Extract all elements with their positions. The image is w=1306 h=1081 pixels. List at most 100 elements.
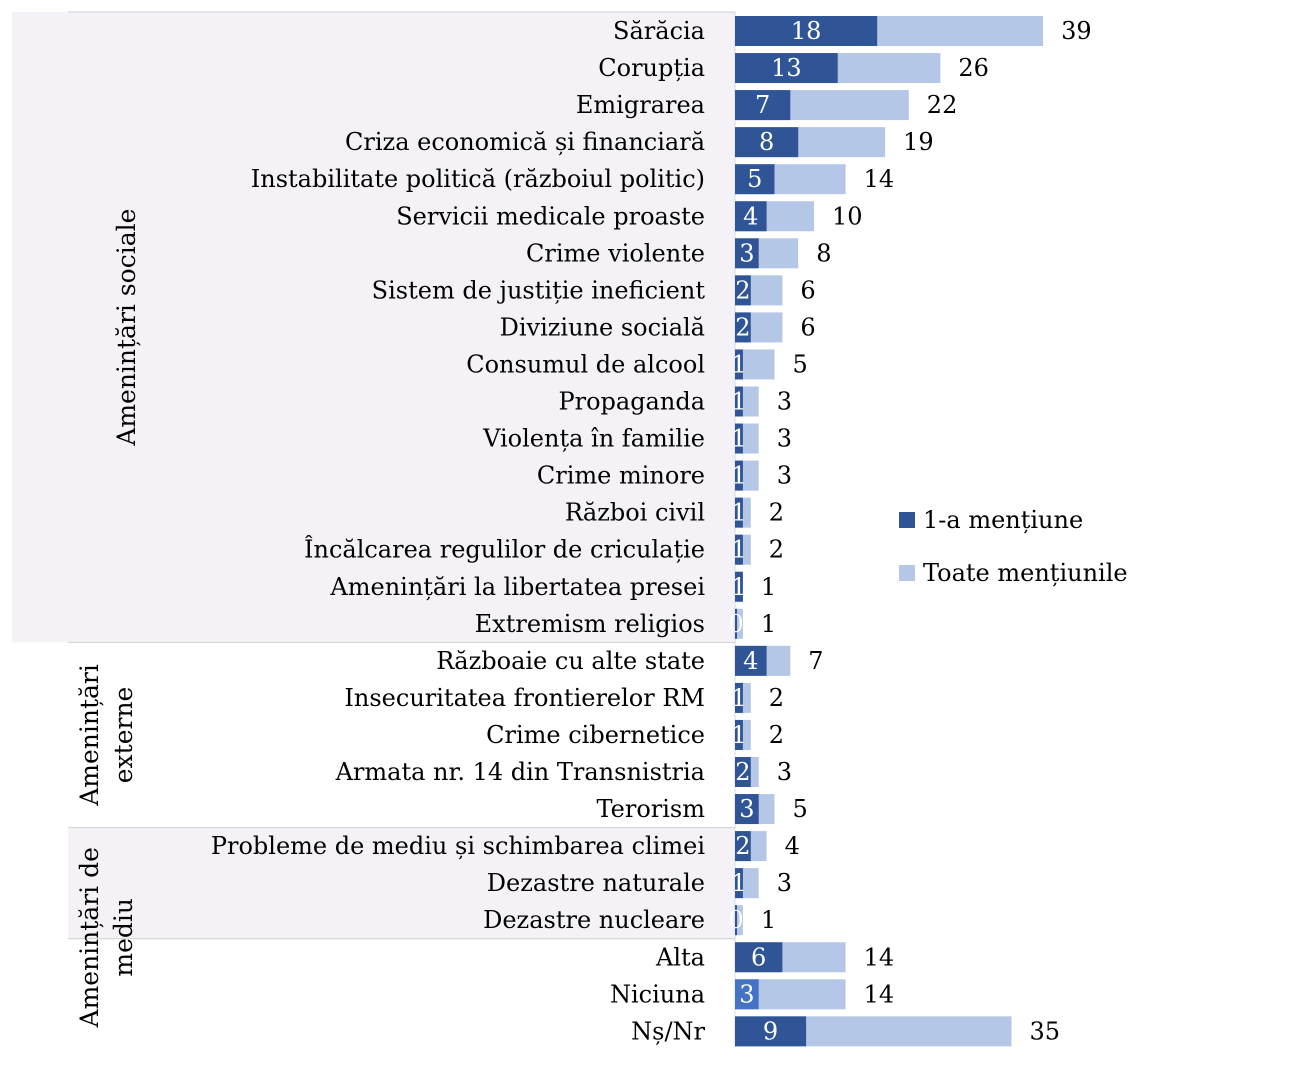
- first-mention-value: 3: [739, 980, 754, 1008]
- all-mentions-value: 1: [761, 906, 776, 934]
- first-mention-value: 7: [755, 91, 770, 119]
- all-mentions-value: 6: [800, 276, 815, 304]
- category-label: Extremism religios: [475, 610, 705, 638]
- all-mentions-value: 2: [769, 536, 784, 564]
- first-mention-value: 4: [743, 202, 758, 230]
- category-label: Consumul de alcool: [466, 350, 705, 378]
- legend-swatch: [899, 565, 915, 581]
- all-mentions-value: 14: [864, 980, 895, 1008]
- category-label: Crime cibernetice: [486, 721, 705, 749]
- bar-first-mention: [735, 682, 743, 713]
- all-mentions-value: 1: [761, 610, 776, 638]
- first-mention-value: 1: [731, 684, 746, 712]
- group-label: Amenințări externe: [75, 664, 138, 807]
- category-label: Instabilitate politică (războiul politic…: [251, 165, 705, 193]
- group-label: Amenințări sociale: [112, 209, 141, 447]
- all-mentions-value: 3: [777, 388, 792, 416]
- legend-swatch: [899, 512, 915, 528]
- category-label: Emigrarea: [576, 91, 705, 119]
- first-mention-value: 1: [731, 721, 746, 749]
- category-label: Corupția: [598, 54, 705, 82]
- all-mentions-value: 1: [761, 573, 776, 601]
- all-mentions-value: 2: [769, 721, 784, 749]
- category-label: Încălcarea regulilor de criculație: [304, 535, 705, 564]
- bar-first-mention: [735, 238, 759, 269]
- bar-first-mention: [735, 460, 743, 491]
- all-mentions-value: 3: [777, 869, 792, 897]
- bar-first-mention: [735, 794, 759, 825]
- bar-first-mention: [735, 164, 775, 195]
- all-mentions-value: 39: [1061, 17, 1092, 45]
- all-mentions-value: 6: [800, 313, 815, 341]
- bar-first-mention: [735, 53, 838, 84]
- all-mentions-value: 14: [864, 165, 895, 193]
- category-label: Diviziune socială: [500, 313, 705, 341]
- all-mentions-value: 14: [864, 943, 895, 971]
- first-mention-value: 1: [731, 536, 746, 564]
- first-mention-value: 8: [759, 128, 774, 156]
- bar-first-mention: [735, 868, 743, 899]
- category-label: Terorism: [597, 795, 706, 823]
- first-mention-value: 18: [791, 17, 822, 45]
- bar-first-mention: [735, 497, 743, 528]
- all-mentions-value: 7: [808, 647, 823, 675]
- category-label: Amenințări la libertatea presei: [329, 573, 705, 601]
- first-mention-value: 1: [731, 499, 746, 527]
- first-mention-value: 4: [743, 647, 758, 675]
- first-mention-value: 2: [735, 832, 750, 860]
- all-mentions-value: 5: [793, 350, 808, 378]
- all-mentions-value: 2: [769, 499, 784, 527]
- category-label: Război civil: [565, 499, 705, 527]
- category-label: Dezastre naturale: [487, 869, 705, 897]
- category-label: Insecuritatea frontierelor RM: [344, 684, 705, 712]
- all-mentions-value: 3: [777, 758, 792, 786]
- all-mentions-value: 19: [903, 128, 934, 156]
- all-mentions-value: 4: [785, 832, 800, 860]
- bar-first-mention: [735, 312, 751, 343]
- legend-label: Toate mențiunile: [923, 559, 1128, 587]
- category-label: Dezastre nucleare: [483, 906, 705, 934]
- first-mention-value: 2: [735, 276, 750, 304]
- category-label: Sistem de justiție ineficient: [372, 276, 706, 304]
- bar-first-mention: [735, 905, 737, 936]
- all-mentions-value: 5: [793, 795, 808, 823]
- bar-first-mention: [735, 719, 743, 750]
- first-mention-value: 0: [728, 610, 743, 638]
- group-label: Amenințări de mediu: [75, 847, 138, 1028]
- all-mentions-value: 3: [777, 425, 792, 453]
- first-mention-value: 0: [728, 906, 743, 934]
- first-mention-value: 1: [731, 350, 746, 378]
- bar-first-mention: [735, 127, 799, 158]
- first-mention-value: 13: [771, 54, 802, 82]
- bar-first-mention: [735, 831, 751, 862]
- category-label: Probleme de mediu și schimbarea climei: [211, 832, 705, 860]
- group-panel: [68, 642, 735, 828]
- bar-first-mention: [735, 571, 743, 602]
- first-mention-value: 2: [735, 313, 750, 341]
- all-mentions-value: 10: [832, 202, 863, 230]
- group-panel: [12, 12, 735, 643]
- bar-first-mention: [735, 386, 743, 417]
- first-mention-value: 1: [731, 869, 746, 897]
- all-mentions-value: 3: [777, 462, 792, 490]
- first-mention-value: 1: [731, 425, 746, 453]
- bar-first-mention: [735, 757, 751, 787]
- all-mentions-value: 26: [958, 54, 989, 82]
- bar-first-mention: [735, 90, 791, 121]
- bar-first-mention: [735, 979, 759, 1010]
- first-mention-value: 3: [739, 795, 754, 823]
- bar-first-mention: [735, 534, 743, 565]
- category-label: Războaie cu alte state: [436, 647, 705, 675]
- bar-first-mention: [735, 1016, 807, 1047]
- first-mention-value: 2: [735, 758, 750, 786]
- category-label: Violența în familie: [482, 425, 705, 453]
- all-mentions-value: 8: [816, 239, 831, 267]
- bar-first-mention: [735, 201, 767, 232]
- bar-first-mention: [735, 423, 743, 454]
- first-mention-value: 1: [731, 388, 746, 416]
- category-label: Sărăcia: [613, 17, 705, 45]
- first-mention-value: 9: [763, 1017, 778, 1045]
- first-mention-value: 3: [739, 239, 754, 267]
